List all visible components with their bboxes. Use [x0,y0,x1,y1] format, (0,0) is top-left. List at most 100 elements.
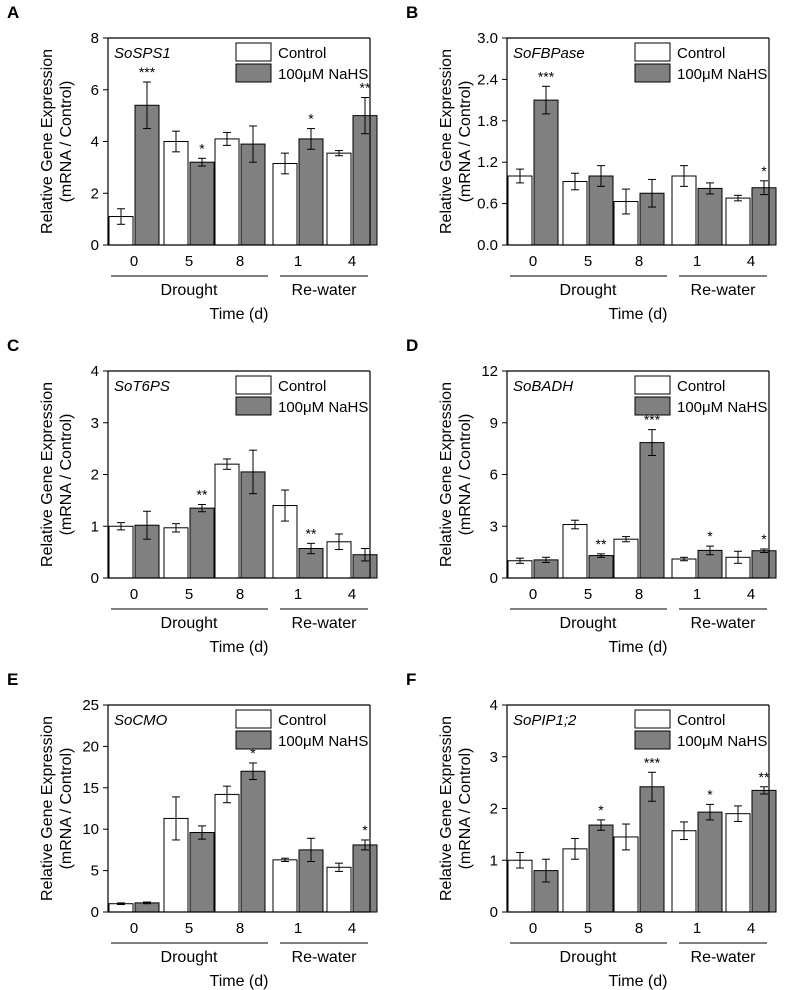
y-tick-label: 0.6 [477,196,498,213]
control-bar [671,558,697,579]
y-tick-label: 1 [91,518,99,535]
nahs-bar [352,115,378,246]
x-tick-label: 8 [236,253,244,270]
y-tick-label: 2 [91,467,99,484]
gene-name: SoSPS1 [114,45,171,62]
legend-label-nahs: 100μM NaHS [677,66,767,83]
gene-name: SoT6PS [114,378,170,395]
control-bar [671,175,697,246]
x-tick-label: 5 [185,920,193,937]
control-bar [326,152,352,246]
y-tick-label: 25 [82,697,99,714]
legend-label-control: Control [677,712,725,729]
legend-swatch-nahs [235,730,272,750]
y-tick-label: 15 [82,780,99,797]
legend-label-nahs: 100μM NaHS [677,733,767,750]
panel-letter: B [406,3,418,22]
nahs-bar [298,138,324,246]
significance-label: ** [306,525,317,541]
legend-label-nahs: 100μM NaHS [278,733,368,750]
nahs-bar [189,161,215,246]
legend-label-control: Control [278,712,326,729]
y-axis-title: Relative Gene Expression [39,716,56,901]
y-tick-label: 5 [91,863,99,880]
nahs-bar [189,507,215,579]
nahs-bar [751,187,777,246]
control-bar [163,527,189,579]
significance-label: * [250,745,256,761]
x-tick-label: 8 [236,920,244,937]
group-label-drought: Drought [161,615,218,632]
significance-label: ** [596,536,607,552]
y-tick-label: 6 [91,82,99,99]
x-axis-title: Time (d) [210,639,269,656]
panel-letter: C [7,336,19,355]
group-label-rewater: Re-water [691,615,757,632]
significance-label: * [308,111,314,127]
nahs-bar [697,811,723,913]
control-bar [613,538,639,579]
group-label-rewater: Re-water [292,949,358,966]
x-tick-label: 0 [130,253,138,270]
x-tick-label: 0 [130,586,138,603]
y-tick-label: 3 [91,415,99,432]
y-tick-label: 8 [91,30,99,47]
nahs-bar [751,550,777,579]
gene-name: SoCMO [114,712,168,729]
group-label-rewater: Re-water [292,282,358,299]
x-tick-label: 4 [747,586,755,603]
panel-e: E * * 0 5 10 15 20 25 0 5 8 1 4 Drought Re-water Time (d… [7,670,378,990]
y-axis-subtitle: (mRNA / Control) [58,414,75,536]
group-label-rewater: Re-water [691,949,757,966]
significance-label: * [598,802,604,818]
legend-swatch-nahs [235,396,272,416]
x-tick-label: 4 [348,920,356,937]
nahs-bar [533,99,559,246]
y-tick-label: 2 [490,801,498,818]
y-tick-label: 6 [490,467,498,484]
x-tick-label: 0 [529,253,537,270]
nahs-bar [189,832,215,913]
x-tick-label: 0 [130,920,138,937]
y-tick-label: 0.0 [477,237,498,254]
x-tick-label: 5 [185,586,193,603]
control-bar [214,793,240,913]
x-tick-label: 1 [294,586,302,603]
nahs-bar [352,844,378,913]
legend-swatch-nahs [235,63,272,83]
x-tick-label: 0 [529,920,537,937]
significance-label: * [707,786,713,802]
significance-label: ** [197,487,208,503]
x-tick-label: 8 [236,586,244,603]
legend-swatch-nahs [634,730,671,750]
y-tick-label: 2 [91,185,99,202]
nahs-bar [751,789,777,913]
nahs-bar [639,442,665,579]
x-tick-label: 5 [584,253,592,270]
group-label-drought: Drought [161,949,218,966]
panel-letter: D [406,336,418,355]
panel-letter: F [406,670,416,689]
y-tick-label: 12 [481,363,498,380]
y-tick-label: 1.8 [477,113,498,130]
significance-label: ** [759,769,770,785]
x-tick-label: 4 [747,920,755,937]
control-bar [671,830,697,913]
x-tick-label: 1 [693,253,701,270]
nahs-bar [697,187,723,246]
legend-label-nahs: 100μM NaHS [278,66,368,83]
y-tick-label: 1.2 [477,154,498,171]
legend-label-control: Control [278,45,326,62]
control-bar [507,859,533,913]
y-axis-title: Relative Gene Expression [438,716,455,901]
control-bar [725,813,751,913]
gene-name: SoPIP1;2 [513,712,577,729]
legend-swatch-control [634,709,671,729]
y-tick-label: 4 [91,134,99,151]
legend-swatch-control [634,375,671,395]
